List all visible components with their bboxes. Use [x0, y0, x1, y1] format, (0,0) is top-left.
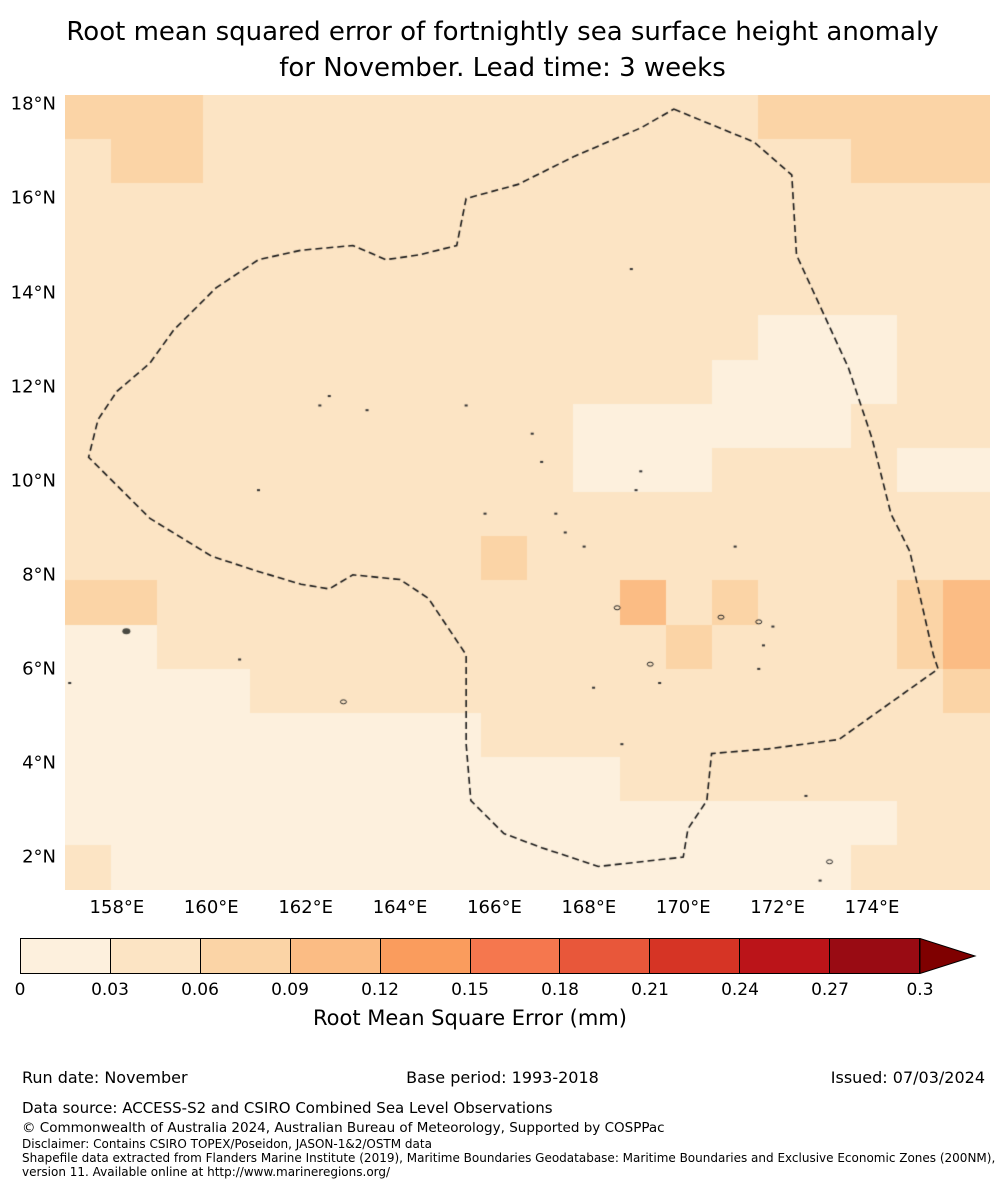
colorbar-segment [290, 939, 381, 973]
colorbar-segment [200, 939, 291, 973]
x-tick-label: 158°E [89, 897, 145, 918]
figure-title: Root mean squared error of fortnightly s… [0, 14, 1005, 86]
colorbar-extend-arrow [920, 938, 977, 974]
colorbar-tick-label: 0.27 [811, 980, 849, 1000]
colorbar-segment [110, 939, 201, 973]
colorbar-segment [650, 939, 741, 973]
x-tick-label: 174°E [844, 897, 900, 918]
x-tick-label: 160°E [183, 897, 239, 918]
figure-title-line2: for November. Lead time: 3 weeks [279, 53, 726, 83]
base-period: Base period: 1993-2018 [406, 1068, 599, 1087]
y-tick-label: 8°N [22, 564, 56, 586]
colorbar-tick-label: 0.12 [361, 980, 399, 1000]
colorbar-segment [740, 939, 831, 973]
figure-title-line1: Root mean squared error of fortnightly s… [66, 17, 939, 47]
shapefile-note-line2: version 11. Available online at http://w… [22, 1165, 391, 1179]
colorbar-tick-label: 0.24 [721, 980, 759, 1000]
x-tick-label: 164°E [372, 897, 428, 918]
y-tick-label: 6°N [22, 658, 56, 680]
copyright-note: © Commonwealth of Australia 2024, Austra… [22, 1120, 665, 1136]
data-source-note: Data source: ACCESS-S2 and CSIRO Combine… [22, 1099, 553, 1117]
y-tick-label: 4°N [22, 752, 56, 774]
issued-date: Issued: 07/03/2024 [830, 1068, 985, 1087]
x-tick-label: 172°E [750, 897, 805, 918]
colorbar-tick-label: 0.15 [451, 980, 489, 1000]
colorbar-tick-label: 0.3 [906, 980, 934, 1000]
disclaimer-note: Disclaimer: Contains CSIRO TOPEX/Poseido… [22, 1137, 432, 1151]
y-tick-label: 12°N [10, 376, 56, 398]
colorbar-segment [830, 939, 920, 973]
colorbar-segment [380, 939, 471, 973]
colorbar-tick-label: 0.21 [631, 980, 669, 1000]
colorbar-tick-label: 0.09 [271, 980, 309, 1000]
colorbar-segment [21, 939, 111, 973]
y-tick-label: 14°N [10, 282, 56, 304]
y-tick-label: 16°N [10, 187, 56, 209]
y-tick-label: 2°N [22, 846, 56, 868]
colorbar-tick-label: 0.03 [91, 980, 129, 1000]
colorbar-segment [470, 939, 561, 973]
colorbar-tick-label: 0.18 [541, 980, 579, 1000]
x-tick-label: 170°E [655, 897, 711, 918]
y-tick-label: 10°N [10, 470, 56, 492]
rmse-heatmap-canvas [65, 95, 990, 890]
y-tick-label: 18°N [10, 93, 56, 115]
run-date: Run date: November [22, 1068, 188, 1087]
x-tick-label: 162°E [278, 897, 334, 918]
x-tick-label: 168°E [561, 897, 617, 918]
shapefile-note-line1: Shapefile data extracted from Flanders M… [22, 1151, 996, 1165]
x-tick-label: 166°E [467, 897, 522, 918]
colorbar-segment [560, 939, 651, 973]
colorbar-label: Root Mean Square Error (mm) [313, 1006, 627, 1030]
colorbar-tick-label: 0 [14, 980, 26, 1000]
colorbar [20, 938, 920, 974]
colorbar-tick-label: 0.06 [181, 980, 219, 1000]
